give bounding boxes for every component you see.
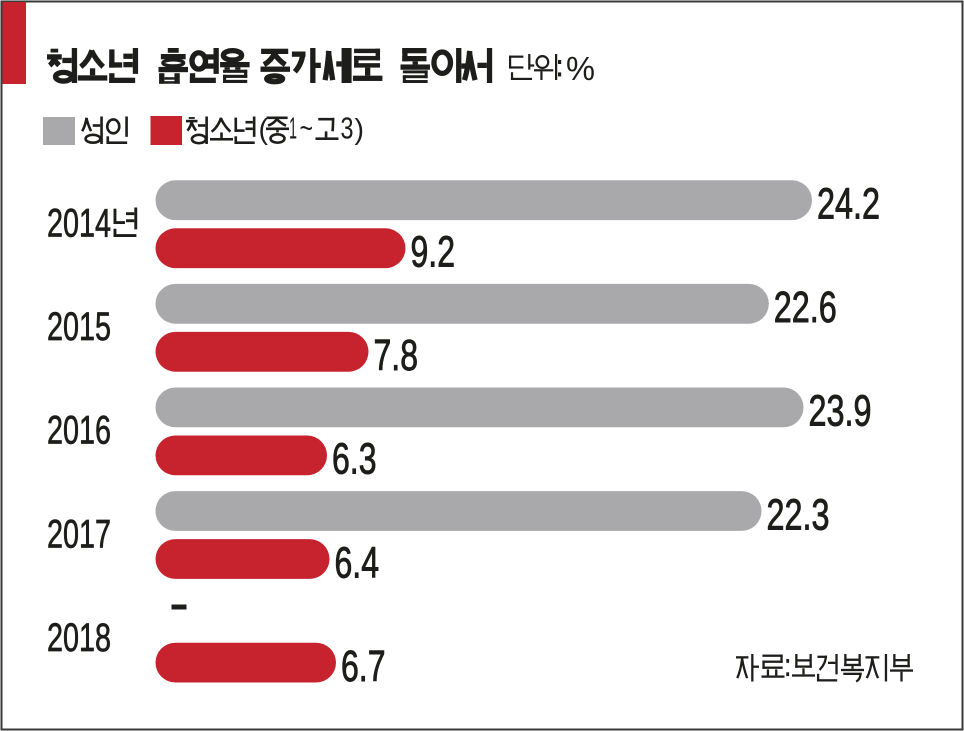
svg-text:2015: 2015: [47, 305, 111, 349]
svg-text:22.6: 22.6: [774, 283, 837, 332]
svg-text:~: ~: [300, 111, 314, 146]
svg-text:2014: 2014: [47, 202, 111, 246]
svg-text:1: 1: [289, 111, 297, 146]
svg-text:%: %: [566, 51, 595, 88]
svg-text:2016: 2016: [47, 409, 111, 453]
svg-text:6.3: 6.3: [332, 435, 377, 484]
svg-text:6.7: 6.7: [341, 642, 386, 691]
svg-text:3: 3: [341, 111, 354, 146]
svg-text:9.2: 9.2: [411, 228, 456, 277]
svg-text:(: (: [259, 114, 269, 146]
svg-text:2018: 2018: [47, 616, 111, 660]
svg-text:24.2: 24.2: [817, 180, 880, 229]
svg-text:23.9: 23.9: [809, 387, 872, 436]
svg-text:22.3: 22.3: [767, 490, 830, 539]
svg-text:): ): [355, 114, 365, 146]
svg-text:7.8: 7.8: [374, 331, 419, 380]
svg-text:6.4: 6.4: [335, 538, 380, 587]
svg-text:2017: 2017: [47, 512, 111, 556]
